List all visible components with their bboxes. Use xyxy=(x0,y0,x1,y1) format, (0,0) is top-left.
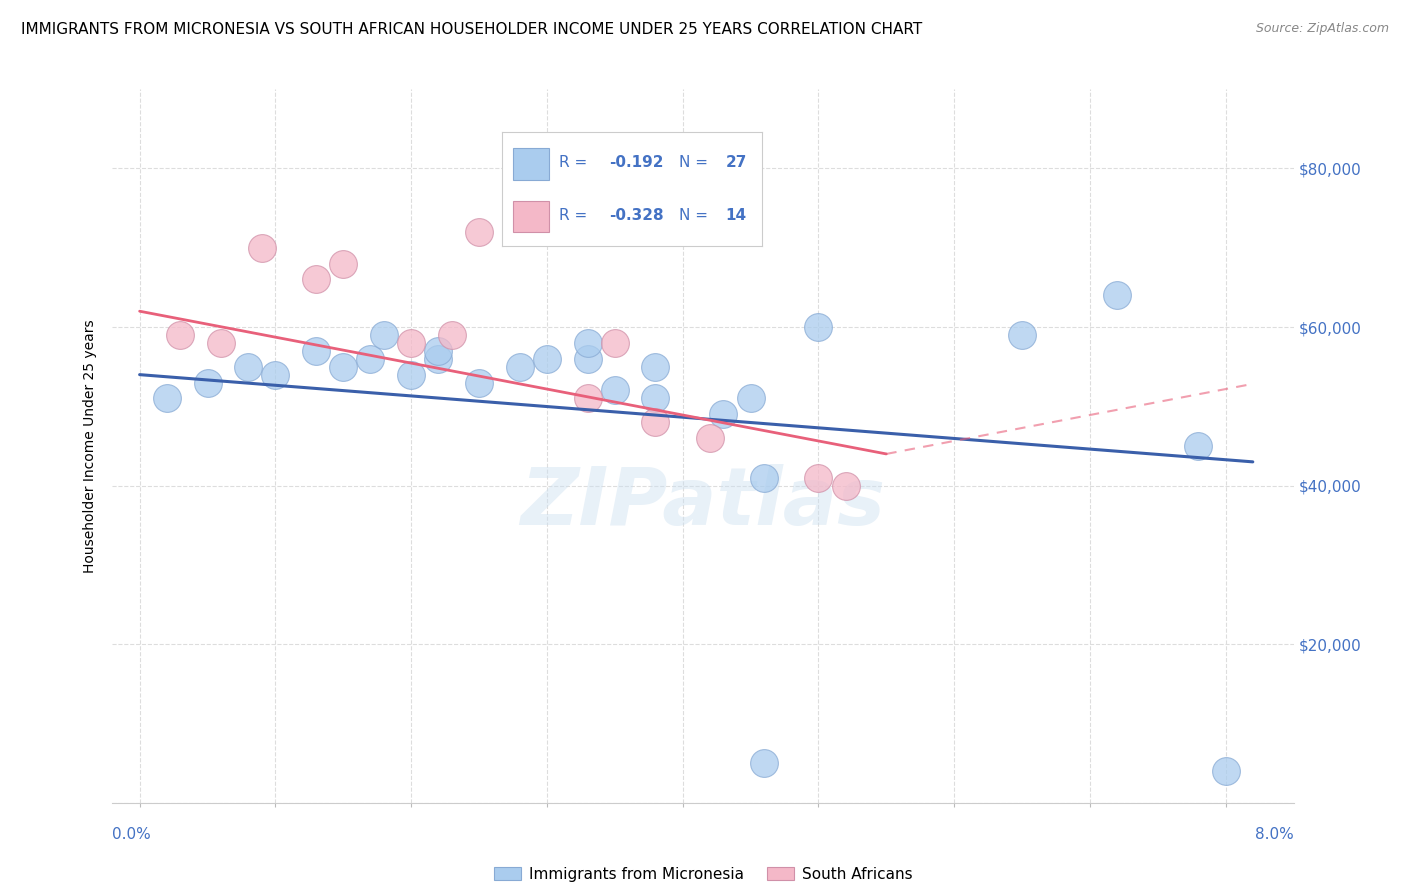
Point xyxy=(305,343,328,358)
Point xyxy=(1011,328,1033,343)
Point xyxy=(1187,439,1209,453)
Point xyxy=(197,376,219,390)
Text: ZIPatlas: ZIPatlas xyxy=(520,464,886,542)
Point xyxy=(752,756,775,771)
Point xyxy=(603,384,626,398)
Point xyxy=(834,478,856,492)
Point xyxy=(427,343,450,358)
Point xyxy=(740,392,762,406)
Point xyxy=(576,335,599,350)
Point xyxy=(468,225,491,239)
Point xyxy=(332,257,354,271)
Point xyxy=(238,359,260,374)
Point xyxy=(1105,288,1128,302)
Point xyxy=(427,351,450,366)
Point xyxy=(536,351,558,366)
Point xyxy=(305,272,328,286)
Point xyxy=(603,335,626,350)
Point xyxy=(440,328,463,343)
Text: 0.0%: 0.0% xyxy=(112,827,152,841)
Point xyxy=(576,351,599,366)
Point xyxy=(373,328,395,343)
Point xyxy=(169,328,191,343)
Text: IMMIGRANTS FROM MICRONESIA VS SOUTH AFRICAN HOUSEHOLDER INCOME UNDER 25 YEARS CO: IMMIGRANTS FROM MICRONESIA VS SOUTH AFRI… xyxy=(21,22,922,37)
Point xyxy=(752,471,775,485)
Text: 8.0%: 8.0% xyxy=(1254,827,1294,841)
Point xyxy=(468,376,491,390)
Point xyxy=(209,335,232,350)
Point xyxy=(359,351,381,366)
Point xyxy=(1215,764,1237,778)
Y-axis label: Householder Income Under 25 years: Householder Income Under 25 years xyxy=(83,319,97,573)
Point xyxy=(264,368,287,382)
Point xyxy=(807,320,830,334)
Point xyxy=(807,471,830,485)
Point xyxy=(156,392,179,406)
Legend: Immigrants from Micronesia, South Africans: Immigrants from Micronesia, South Africa… xyxy=(488,861,918,888)
Point xyxy=(644,415,666,429)
Point xyxy=(644,392,666,406)
Point xyxy=(644,359,666,374)
Point xyxy=(711,407,734,421)
Point xyxy=(576,392,599,406)
Point xyxy=(399,335,422,350)
Point xyxy=(699,431,721,445)
Point xyxy=(509,359,531,374)
Point xyxy=(332,359,354,374)
Point xyxy=(250,241,273,255)
Text: Source: ZipAtlas.com: Source: ZipAtlas.com xyxy=(1256,22,1389,36)
Point xyxy=(399,368,422,382)
